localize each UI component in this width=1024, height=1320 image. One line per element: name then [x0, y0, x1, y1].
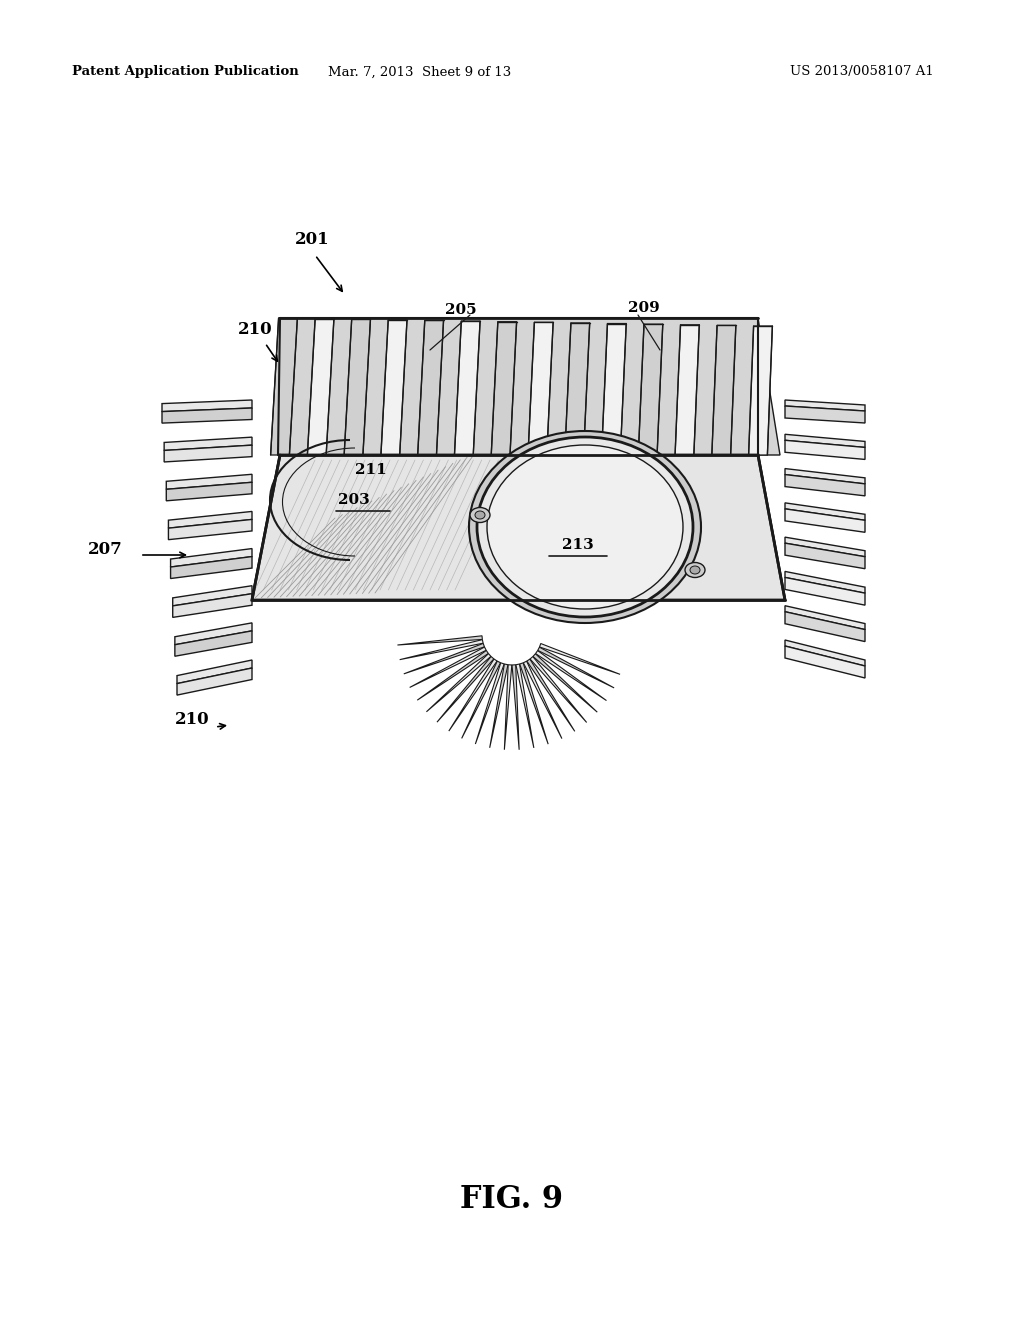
Polygon shape: [307, 318, 334, 455]
Polygon shape: [675, 325, 699, 455]
Polygon shape: [166, 474, 252, 490]
Polygon shape: [410, 647, 486, 688]
Polygon shape: [173, 586, 252, 606]
Polygon shape: [536, 651, 606, 701]
Polygon shape: [177, 668, 252, 696]
Polygon shape: [164, 437, 252, 450]
Ellipse shape: [487, 445, 683, 609]
Polygon shape: [523, 661, 562, 739]
Polygon shape: [397, 636, 482, 645]
Polygon shape: [785, 572, 865, 593]
Polygon shape: [712, 326, 736, 455]
Polygon shape: [785, 640, 865, 667]
Polygon shape: [381, 319, 407, 455]
Text: 211: 211: [355, 463, 387, 477]
Text: 205: 205: [445, 304, 476, 317]
Text: 201: 201: [295, 231, 330, 248]
Polygon shape: [344, 319, 371, 455]
Polygon shape: [489, 664, 508, 748]
Polygon shape: [538, 647, 614, 688]
Polygon shape: [177, 660, 252, 684]
Polygon shape: [252, 455, 785, 601]
Polygon shape: [168, 511, 252, 528]
Polygon shape: [540, 644, 621, 675]
Ellipse shape: [477, 437, 693, 616]
Polygon shape: [785, 508, 865, 532]
Polygon shape: [526, 659, 574, 731]
Polygon shape: [528, 322, 553, 455]
Polygon shape: [403, 643, 484, 675]
Polygon shape: [601, 323, 627, 455]
Polygon shape: [785, 441, 865, 459]
Polygon shape: [520, 663, 548, 744]
Polygon shape: [449, 659, 497, 731]
Polygon shape: [418, 321, 443, 455]
Polygon shape: [638, 325, 663, 455]
Polygon shape: [785, 537, 865, 557]
Polygon shape: [166, 482, 252, 500]
Polygon shape: [175, 623, 252, 644]
Polygon shape: [399, 640, 483, 660]
Polygon shape: [532, 653, 597, 713]
Text: 207: 207: [88, 541, 123, 558]
Polygon shape: [505, 665, 512, 750]
Polygon shape: [162, 400, 252, 412]
Polygon shape: [437, 656, 494, 722]
Text: 203: 203: [338, 492, 370, 507]
Ellipse shape: [469, 432, 701, 623]
Polygon shape: [565, 323, 590, 455]
Polygon shape: [785, 606, 865, 630]
Polygon shape: [749, 326, 772, 455]
Polygon shape: [278, 318, 780, 455]
Polygon shape: [426, 653, 490, 711]
Polygon shape: [252, 455, 785, 601]
Polygon shape: [475, 663, 504, 744]
Polygon shape: [168, 520, 252, 540]
Ellipse shape: [690, 566, 700, 574]
Polygon shape: [512, 665, 519, 750]
Polygon shape: [785, 645, 865, 678]
Polygon shape: [462, 661, 501, 738]
Polygon shape: [516, 664, 534, 748]
Ellipse shape: [470, 507, 490, 523]
Polygon shape: [785, 543, 865, 569]
Text: US 2013/0058107 A1: US 2013/0058107 A1: [790, 66, 934, 78]
Polygon shape: [785, 400, 865, 411]
Polygon shape: [492, 322, 517, 455]
Polygon shape: [171, 549, 252, 568]
Polygon shape: [162, 408, 252, 424]
Text: 210: 210: [175, 711, 210, 729]
Polygon shape: [785, 469, 865, 484]
Polygon shape: [455, 321, 480, 455]
Polygon shape: [785, 611, 865, 642]
Ellipse shape: [475, 511, 485, 519]
Polygon shape: [173, 594, 252, 618]
Polygon shape: [171, 557, 252, 578]
Polygon shape: [530, 656, 587, 722]
Text: FIG. 9: FIG. 9: [461, 1184, 563, 1216]
Polygon shape: [785, 407, 865, 422]
Polygon shape: [417, 651, 488, 700]
Ellipse shape: [685, 562, 705, 578]
Text: 210: 210: [238, 322, 272, 338]
Polygon shape: [785, 577, 865, 605]
Polygon shape: [175, 631, 252, 656]
Polygon shape: [270, 318, 297, 455]
Polygon shape: [785, 475, 865, 496]
Polygon shape: [785, 503, 865, 520]
Polygon shape: [164, 445, 252, 462]
Polygon shape: [785, 434, 865, 447]
Text: 213: 213: [562, 539, 594, 552]
Text: Mar. 7, 2013  Sheet 9 of 13: Mar. 7, 2013 Sheet 9 of 13: [329, 66, 512, 78]
Text: 209: 209: [628, 301, 659, 315]
Text: Patent Application Publication: Patent Application Publication: [72, 66, 299, 78]
